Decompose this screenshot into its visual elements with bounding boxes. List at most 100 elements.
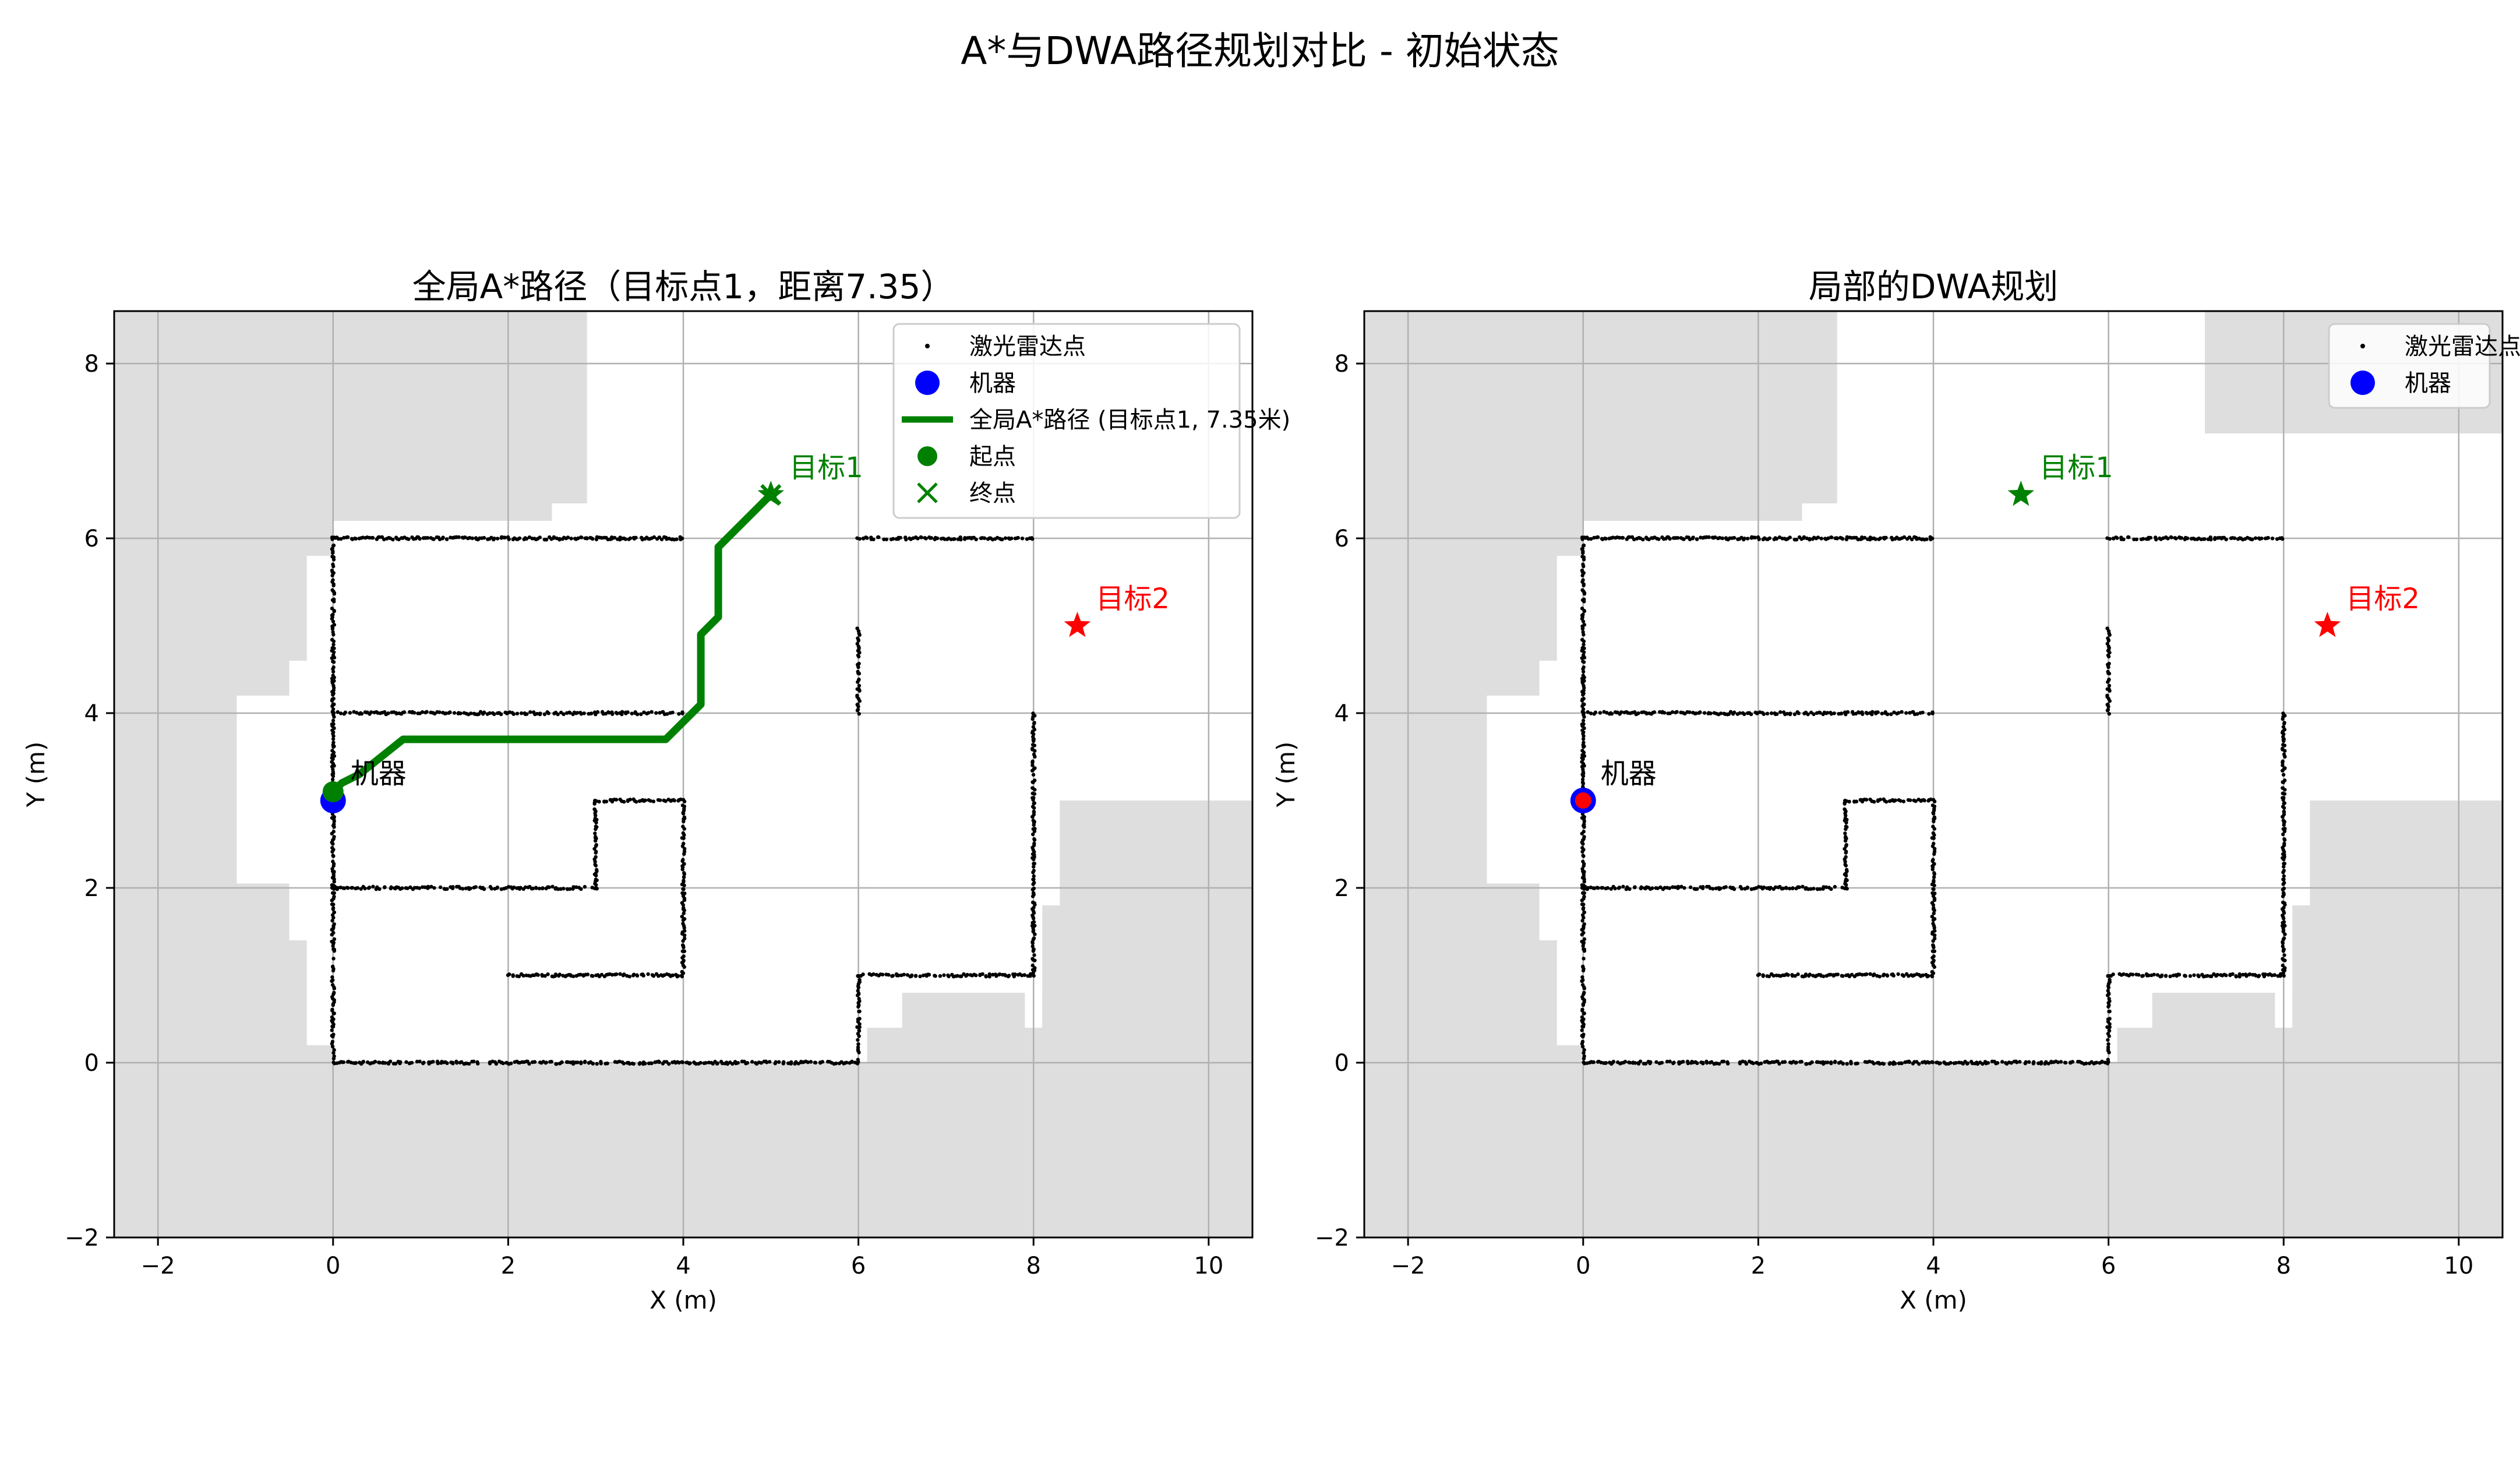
lidar-point (482, 535, 486, 540)
lidar-point (1829, 972, 1833, 977)
lidar-point (2281, 711, 2285, 715)
lidar-point (2282, 886, 2286, 891)
lidar-point (667, 1062, 671, 1066)
lidar-point (1806, 712, 1810, 717)
lidar-point (682, 875, 686, 879)
legend-box (892, 323, 1241, 519)
lidar-point (1580, 749, 1584, 753)
lidar-point (1580, 780, 1585, 784)
lidar-point (682, 906, 686, 910)
lidar-point (1698, 710, 1702, 714)
lidar-point (927, 972, 931, 977)
lidar-point (1581, 562, 1585, 566)
lidar-point (651, 799, 656, 803)
lidar-point (627, 974, 631, 979)
lidar-point (1030, 963, 1035, 968)
lidar-point (330, 1028, 334, 1032)
lidar-point (1777, 1062, 1781, 1066)
lidar-point (1032, 801, 1036, 805)
unknown-area (867, 1028, 1043, 1237)
lidar-point (1030, 957, 1035, 961)
lidar-point (987, 972, 991, 976)
lidar-point (330, 883, 334, 887)
lidar-point (1582, 910, 1586, 915)
lidar-point (857, 997, 861, 1001)
lidar-point (982, 536, 987, 540)
lidar-point (1932, 815, 1937, 819)
lidar-point (517, 974, 521, 979)
lidar-point (331, 612, 335, 616)
lidar-point (1830, 535, 1834, 539)
lidar-point (578, 972, 583, 977)
lidar-point (1713, 535, 1717, 539)
lidar-point (1618, 535, 1622, 540)
lidar-point (540, 973, 544, 977)
lidar-point (1032, 936, 1036, 940)
lidar-point (918, 974, 922, 979)
lidar-point (468, 886, 472, 891)
lidar-point (454, 1061, 459, 1065)
lidar-point (460, 1060, 464, 1064)
lidar-point (2107, 677, 2111, 682)
lidar-point (594, 849, 598, 854)
lidar-point (330, 975, 334, 979)
lidar-point (676, 974, 680, 978)
lidar-point (1986, 1061, 1990, 1065)
lidar-point (698, 1060, 703, 1065)
lidar-point (1672, 1060, 1676, 1064)
free-area (1033, 801, 1060, 905)
x-tick-label: 0 (1576, 1253, 1590, 1279)
lidar-point (1922, 798, 1926, 803)
lidar-point (2106, 974, 2110, 978)
lidar-point (1797, 711, 1801, 715)
lidar-point (620, 712, 624, 717)
lidar-point (865, 536, 869, 540)
unknown-area (350, 1063, 867, 1237)
lidar-point (1841, 1062, 1845, 1066)
lidar-point (1788, 711, 1792, 715)
lidar-point (377, 887, 382, 891)
lidar-point (820, 1060, 825, 1064)
astar-path (330, 492, 774, 795)
lidar-point (1709, 711, 1713, 715)
lidar-point (622, 799, 626, 804)
lidar-point (2108, 1017, 2112, 1021)
lidar-point (2282, 861, 2287, 866)
x-tick-label: 6 (2101, 1253, 2116, 1279)
lidar-point (1751, 1061, 1756, 1066)
lidar-point (634, 535, 638, 540)
lidar-point (844, 1060, 849, 1064)
lidar-point (1657, 537, 1661, 541)
lidar-point (1582, 835, 1586, 839)
lidar-point (745, 1061, 750, 1065)
lidar-point (407, 537, 411, 541)
x-tick-label: 6 (851, 1253, 866, 1279)
lidar-point (2281, 725, 2286, 729)
lidar-point (1580, 568, 1584, 573)
lidar-point (1888, 1061, 1892, 1065)
lidar-point (389, 885, 393, 889)
lidar-point (680, 891, 684, 895)
lidar-point (1611, 1059, 1616, 1064)
lidar-point (425, 710, 429, 714)
x-tick-label: 2 (1751, 1253, 1766, 1279)
lidar-point (1032, 752, 1036, 757)
lidar-point (1792, 712, 1797, 717)
lidar-point (579, 712, 584, 716)
lidar-point (418, 537, 422, 541)
lidar-point (2107, 997, 2111, 1001)
lidar-point (650, 710, 654, 714)
lidar-point (2253, 536, 2258, 540)
lidar-point (647, 711, 651, 715)
panel-title: 全局A*路径（目标点1，距离7.35） (412, 267, 955, 306)
lidar-point (1582, 1032, 1586, 1036)
lidar-point (781, 1062, 785, 1066)
robot-label: 机器 (1601, 757, 1657, 790)
lidar-point (331, 1050, 336, 1055)
lidar-point (1598, 711, 1603, 715)
lidar-point (642, 710, 646, 714)
lidar-point (856, 989, 860, 993)
lidar-point (367, 886, 372, 890)
lidar-point (1872, 1062, 1876, 1066)
lidar-point (1932, 929, 1937, 933)
